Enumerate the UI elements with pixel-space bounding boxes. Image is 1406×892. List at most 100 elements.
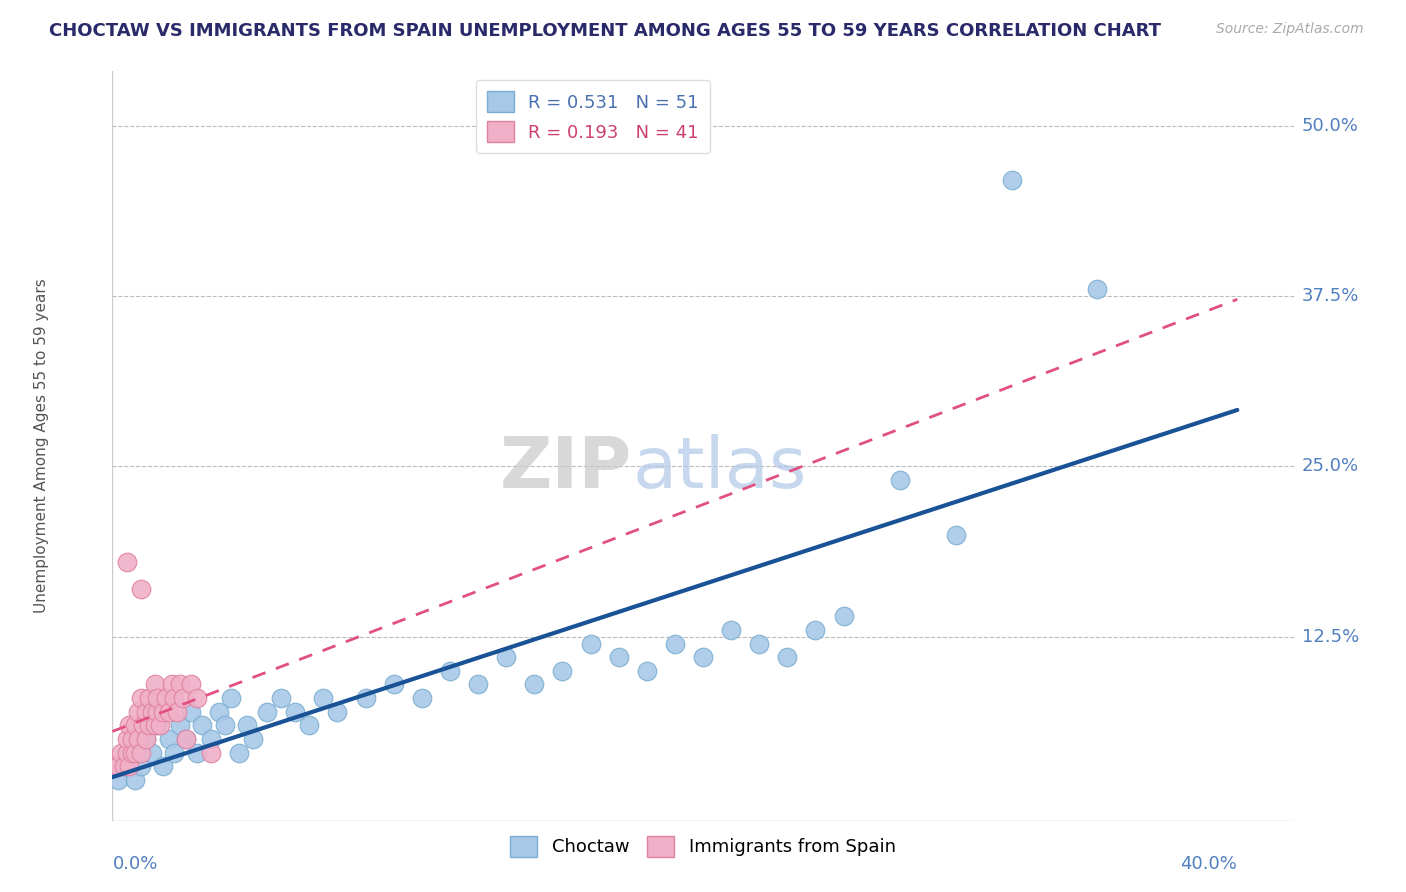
Text: 12.5%: 12.5% — [1302, 628, 1360, 646]
Point — [174, 731, 197, 746]
Text: 0.0%: 0.0% — [112, 855, 157, 872]
Point — [135, 731, 157, 746]
Point — [141, 746, 163, 760]
Point — [143, 718, 166, 732]
Point — [157, 731, 180, 746]
Point — [115, 555, 138, 569]
Point — [104, 759, 127, 773]
Point — [1085, 282, 1108, 296]
Text: Source: ZipAtlas.com: Source: ZipAtlas.com — [1216, 22, 1364, 37]
Point — [382, 677, 405, 691]
Text: ZIP: ZIP — [501, 434, 633, 503]
Point — [107, 759, 129, 773]
Point — [115, 731, 138, 746]
Point — [200, 746, 222, 760]
Point — [579, 636, 602, 650]
Point — [138, 691, 160, 706]
Point — [166, 705, 188, 719]
Point — [219, 691, 242, 706]
Text: atlas: atlas — [633, 434, 807, 503]
Point — [945, 527, 967, 541]
Legend: Choctaw, Immigrants from Spain: Choctaw, Immigrants from Spain — [503, 829, 903, 864]
Text: 50.0%: 50.0% — [1302, 117, 1358, 135]
Point — [110, 746, 132, 760]
Point — [228, 746, 250, 760]
Point — [157, 705, 180, 719]
Point — [312, 691, 335, 706]
Point — [186, 746, 208, 760]
Point — [804, 623, 827, 637]
Point — [141, 705, 163, 719]
Point — [135, 731, 157, 746]
Point — [129, 582, 152, 596]
Point — [354, 691, 377, 706]
Point — [135, 705, 157, 719]
Point — [149, 718, 172, 732]
Point — [551, 664, 574, 678]
Point — [118, 759, 141, 773]
Point — [127, 705, 149, 719]
Point — [180, 705, 202, 719]
Point — [495, 650, 517, 665]
Text: 40.0%: 40.0% — [1181, 855, 1237, 872]
Point — [152, 705, 174, 719]
Point — [146, 691, 169, 706]
Point — [146, 705, 169, 719]
Point — [776, 650, 799, 665]
Point — [169, 677, 191, 691]
Point — [1001, 173, 1024, 187]
Point — [127, 731, 149, 746]
Point — [720, 623, 742, 637]
Point — [284, 705, 307, 719]
Point — [523, 677, 546, 691]
Point — [124, 746, 146, 760]
Point — [155, 691, 177, 706]
Point — [121, 746, 143, 760]
Point — [118, 718, 141, 732]
Point — [163, 691, 186, 706]
Point — [467, 677, 489, 691]
Point — [191, 718, 214, 732]
Point — [200, 731, 222, 746]
Point — [208, 705, 231, 719]
Point — [748, 636, 770, 650]
Point — [256, 705, 278, 719]
Point — [236, 718, 259, 732]
Point — [832, 609, 855, 624]
Point — [270, 691, 292, 706]
Text: 25.0%: 25.0% — [1302, 458, 1360, 475]
Point — [121, 731, 143, 746]
Text: Unemployment Among Ages 55 to 59 years: Unemployment Among Ages 55 to 59 years — [34, 278, 49, 614]
Point — [180, 677, 202, 691]
Point — [129, 746, 152, 760]
Point — [214, 718, 236, 732]
Point — [138, 718, 160, 732]
Text: 37.5%: 37.5% — [1302, 287, 1360, 305]
Point — [124, 772, 146, 787]
Point — [146, 718, 169, 732]
Point — [636, 664, 658, 678]
Point — [411, 691, 433, 706]
Point — [115, 746, 138, 760]
Point — [186, 691, 208, 706]
Point — [112, 759, 135, 773]
Point — [242, 731, 264, 746]
Point — [664, 636, 686, 650]
Point — [439, 664, 461, 678]
Point — [172, 691, 194, 706]
Point — [174, 731, 197, 746]
Point — [692, 650, 714, 665]
Point — [169, 718, 191, 732]
Point — [107, 772, 129, 787]
Point — [298, 718, 321, 732]
Text: CHOCTAW VS IMMIGRANTS FROM SPAIN UNEMPLOYMENT AMONG AGES 55 TO 59 YEARS CORRELAT: CHOCTAW VS IMMIGRANTS FROM SPAIN UNEMPLO… — [49, 22, 1161, 40]
Point — [129, 759, 152, 773]
Point — [124, 718, 146, 732]
Point — [112, 759, 135, 773]
Point — [129, 691, 152, 706]
Point — [607, 650, 630, 665]
Point — [132, 718, 155, 732]
Point — [163, 746, 186, 760]
Point — [118, 746, 141, 760]
Point — [326, 705, 349, 719]
